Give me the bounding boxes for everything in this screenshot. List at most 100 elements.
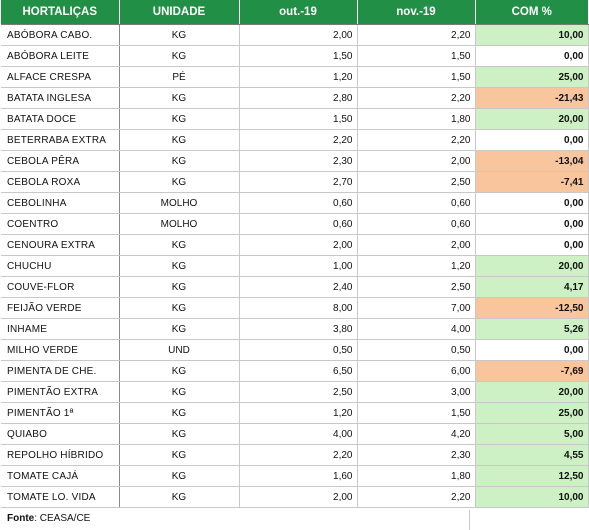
change-percent-cell: 5,00 bbox=[475, 423, 589, 445]
table-row: REPOLHO HÍBRIDO KG 2,20 2,30 4,55 bbox=[1, 444, 589, 466]
november-price-cell: 2,20 bbox=[357, 129, 476, 151]
vegetable-name-cell: REPOLHO HÍBRIDO bbox=[1, 444, 120, 466]
unit-cell: KG bbox=[119, 234, 240, 256]
table-row: FEIJÃO VERDE KG 8,00 7,00 -12,50 bbox=[1, 297, 589, 319]
table-row: INHAME KG 3,80 4,00 5,26 bbox=[1, 318, 589, 340]
column-header-october: out.-19 bbox=[239, 0, 358, 25]
change-percent-cell: 0,00 bbox=[475, 213, 589, 235]
november-price-cell: 0,60 bbox=[357, 213, 476, 235]
vegetable-name-cell: PIMENTÃO 1ª bbox=[1, 402, 120, 424]
unit-cell: KG bbox=[119, 423, 240, 445]
change-percent-cell: 0,00 bbox=[475, 45, 589, 67]
change-percent-cell: 12,50 bbox=[475, 465, 589, 487]
vegetable-name-cell: CHUCHU bbox=[1, 255, 120, 277]
vegetable-name-cell: CENOURA EXTRA bbox=[1, 234, 120, 256]
october-price-cell: 2,00 bbox=[239, 234, 358, 256]
column-header-vegetable: HORTALIÇAS bbox=[1, 0, 120, 25]
change-percent-cell: 0,00 bbox=[475, 192, 589, 214]
footer-divider bbox=[469, 510, 470, 530]
october-price-cell: 0,60 bbox=[239, 192, 358, 214]
october-price-cell: 0,60 bbox=[239, 213, 358, 235]
october-price-cell: 1,60 bbox=[239, 465, 358, 487]
change-percent-cell: 20,00 bbox=[475, 381, 589, 403]
november-price-cell: 7,00 bbox=[357, 297, 476, 319]
vegetable-name-cell: ABÓBORA CABO. bbox=[1, 24, 120, 46]
table-row: PIMENTÃO 1ª KG 1,20 1,50 25,00 bbox=[1, 402, 589, 424]
november-price-cell: 1,50 bbox=[357, 66, 476, 88]
october-price-cell: 0,50 bbox=[239, 339, 358, 361]
table-row: COUVE-FLOR KG 2,40 2,50 4,17 bbox=[1, 276, 589, 298]
change-percent-cell: -7,69 bbox=[475, 360, 589, 382]
table-row: BATATA INGLESA KG 2,80 2,20 -21,43 bbox=[1, 87, 589, 109]
vegetable-name-cell: ALFACE CRESPA bbox=[1, 66, 120, 88]
unit-cell: KG bbox=[119, 255, 240, 277]
vegetable-name-cell: QUIABO bbox=[1, 423, 120, 445]
table-row: BETERRABA EXTRA KG 2,20 2,20 0,00 bbox=[1, 129, 589, 151]
table-row: CEBOLA PÊRA KG 2,30 2,00 -13,04 bbox=[1, 150, 589, 172]
october-price-cell: 8,00 bbox=[239, 297, 358, 319]
table-row: ABÓBORA LEITE KG 1,50 1,50 0,00 bbox=[1, 45, 589, 67]
october-price-cell: 1,50 bbox=[239, 45, 358, 67]
november-price-cell: 2,00 bbox=[357, 150, 476, 172]
change-percent-cell: 25,00 bbox=[475, 402, 589, 424]
table-row: COENTRO MOLHO 0,60 0,60 0,00 bbox=[1, 213, 589, 235]
vegetable-name-cell: PIMENTÃO EXTRA bbox=[1, 381, 120, 403]
october-price-cell: 2,40 bbox=[239, 276, 358, 298]
vegetable-name-cell: INHAME bbox=[1, 318, 120, 340]
table-body: ABÓBORA CABO. KG 2,00 2,20 10,00 ABÓBORA LEIT… bbox=[1, 24, 589, 508]
table-row: CHUCHU KG 1,00 1,20 20,00 bbox=[1, 255, 589, 277]
unit-cell: KG bbox=[119, 87, 240, 109]
unit-cell: MOLHO bbox=[119, 192, 240, 214]
vegetable-name-cell: ABÓBORA LEITE bbox=[1, 45, 120, 67]
november-price-cell: 1,80 bbox=[357, 108, 476, 130]
change-percent-cell: 4,17 bbox=[475, 276, 589, 298]
unit-cell: KG bbox=[119, 24, 240, 46]
october-price-cell: 2,00 bbox=[239, 486, 358, 508]
vegetable-name-cell: FEIJÃO VERDE bbox=[1, 297, 120, 319]
unit-cell: KG bbox=[119, 150, 240, 172]
october-price-cell: 2,20 bbox=[239, 444, 358, 466]
october-price-cell: 2,20 bbox=[239, 129, 358, 151]
unit-cell: KG bbox=[119, 171, 240, 193]
unit-cell: KG bbox=[119, 108, 240, 130]
change-percent-cell: 20,00 bbox=[475, 255, 589, 277]
november-price-cell: 2,50 bbox=[357, 171, 476, 193]
change-percent-cell: -12,50 bbox=[475, 297, 589, 319]
vegetable-name-cell: BATATA DOCE bbox=[1, 108, 120, 130]
vegetable-name-cell: BATATA INGLESA bbox=[1, 87, 120, 109]
change-percent-cell: 4,55 bbox=[475, 444, 589, 466]
november-price-cell: 2,20 bbox=[357, 24, 476, 46]
table-row: BATATA DOCE KG 1,50 1,80 20,00 bbox=[1, 108, 589, 130]
november-price-cell: 2,50 bbox=[357, 276, 476, 298]
november-price-cell: 2,20 bbox=[357, 486, 476, 508]
unit-cell: KG bbox=[119, 129, 240, 151]
november-price-cell: 0,50 bbox=[357, 339, 476, 361]
unit-cell: KG bbox=[119, 360, 240, 382]
table-header-row: HORTALIÇAS UNIDADE out.-19 nov.-19 COM % bbox=[1, 0, 588, 25]
column-header-unit: UNIDADE bbox=[119, 0, 240, 25]
price-table: HORTALIÇAS UNIDADE out.-19 nov.-19 COM %… bbox=[1, 0, 589, 508]
october-price-cell: 3,80 bbox=[239, 318, 358, 340]
table-row: CEBOLINHA MOLHO 0,60 0,60 0,00 bbox=[1, 192, 589, 214]
vegetable-name-cell: BETERRABA EXTRA bbox=[1, 129, 120, 151]
table-row: ABÓBORA CABO. KG 2,00 2,20 10,00 bbox=[1, 24, 589, 46]
change-percent-cell: 0,00 bbox=[475, 339, 589, 361]
change-percent-cell: 5,26 bbox=[475, 318, 589, 340]
unit-cell: KG bbox=[119, 444, 240, 466]
table-row: PIMENTÃO EXTRA KG 2,50 3,00 20,00 bbox=[1, 381, 589, 403]
table-row: CEBOLA ROXA KG 2,70 2,50 -7,41 bbox=[1, 171, 589, 193]
table-row: PIMENTA DE CHE. KG 6,50 6,00 -7,69 bbox=[1, 360, 589, 382]
november-price-cell: 2,00 bbox=[357, 234, 476, 256]
october-price-cell: 2,00 bbox=[239, 24, 358, 46]
vegetable-name-cell: MILHO VERDE bbox=[1, 339, 120, 361]
change-percent-cell: 10,00 bbox=[475, 486, 589, 508]
november-price-cell: 2,20 bbox=[357, 87, 476, 109]
change-percent-cell: -21,43 bbox=[475, 87, 589, 109]
november-price-cell: 3,00 bbox=[357, 381, 476, 403]
column-header-change-percent: COM % bbox=[475, 0, 588, 25]
unit-cell: MOLHO bbox=[119, 213, 240, 235]
table-row: TOMATE CAJÁ KG 1,60 1,80 12,50 bbox=[1, 465, 589, 487]
october-price-cell: 1,00 bbox=[239, 255, 358, 277]
change-percent-cell: 0,00 bbox=[475, 129, 589, 151]
column-header-november: nov.-19 bbox=[357, 0, 476, 25]
